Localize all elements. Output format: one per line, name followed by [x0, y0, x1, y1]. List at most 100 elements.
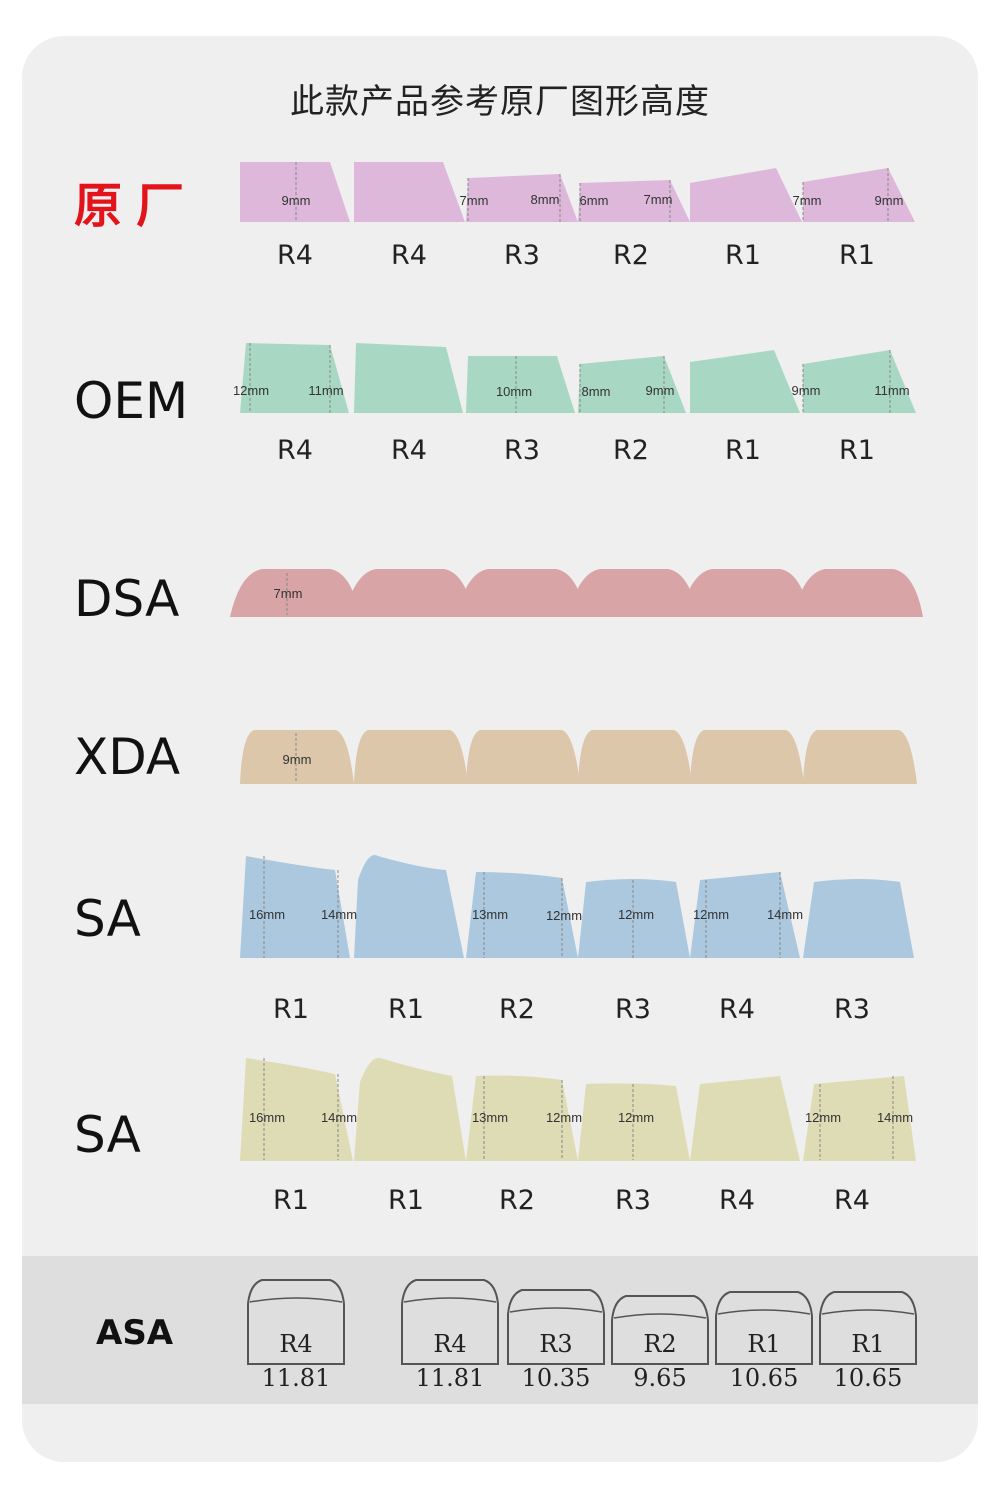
original-row-key-label: R3	[504, 240, 540, 271]
keycap	[578, 356, 686, 413]
profile-label-oem: OEM	[74, 372, 189, 430]
keycap	[466, 174, 578, 222]
oem-row-key-label: R1	[839, 435, 875, 466]
asa-height-value: 9.65	[633, 1364, 687, 1392]
keycap-outline	[715, 1291, 813, 1365]
original-row-key-label: R1	[725, 240, 761, 271]
keycap	[690, 350, 800, 413]
keycap-top-edge	[821, 1309, 915, 1315]
oem-row-key-label: R2	[613, 435, 649, 466]
keycap	[354, 855, 464, 958]
keycap	[803, 1076, 916, 1161]
keycap	[344, 569, 474, 617]
asa-key-label: R4	[279, 1330, 313, 1358]
oem-row-key-label: R4	[391, 435, 427, 466]
keycap	[690, 872, 800, 958]
keycap	[578, 180, 690, 222]
keycap	[578, 879, 690, 958]
keycap	[803, 168, 915, 222]
measure-text: 8mm	[531, 192, 560, 207]
sa-row-key-label: R1	[273, 994, 309, 1025]
keycap	[240, 1058, 353, 1161]
keycap-top-edge	[249, 1297, 343, 1303]
asa-height-value: 10.65	[833, 1364, 903, 1392]
asa-height-value: 11.81	[415, 1364, 485, 1392]
sa2-row-key-label: R2	[499, 1185, 535, 1216]
sa2-row-key-label: R4	[834, 1185, 870, 1216]
profile-label-original: 原厂	[74, 178, 199, 234]
keycap-outline	[401, 1279, 499, 1365]
measure-text: 8mm	[582, 384, 611, 399]
measure-text: 9mm	[282, 193, 311, 208]
sa2-row-key-label: R3	[615, 1185, 651, 1216]
asa-key-label: R1	[747, 1330, 781, 1358]
measure-text: 14mm	[321, 907, 357, 922]
keycap-top-edge	[403, 1297, 497, 1303]
oem-row-key-label: R1	[725, 435, 761, 466]
measure-text: 7mm	[274, 586, 303, 601]
measure-text: 9mm	[875, 193, 904, 208]
measure-text: 9mm	[646, 383, 675, 398]
asa-height-value: 10.65	[729, 1364, 799, 1392]
keycap	[466, 730, 580, 784]
oem-row-key-label: R3	[504, 435, 540, 466]
original-row-key-label: R2	[613, 240, 649, 271]
keycap	[240, 343, 349, 413]
measure-text: 9mm	[283, 752, 312, 767]
keycap-top-edge	[509, 1307, 603, 1313]
oem-row-key-label: R4	[277, 435, 313, 466]
keycap	[793, 569, 923, 617]
measure-text: 6mm	[580, 193, 609, 208]
keycap	[803, 879, 914, 958]
keycap	[466, 872, 578, 958]
keycap	[240, 856, 350, 958]
keycap-top-edge	[613, 1313, 707, 1319]
measure-text: 13mm	[472, 907, 508, 922]
sa-row-key-label: R1	[388, 994, 424, 1025]
keycap	[568, 569, 698, 617]
keycap	[354, 730, 468, 784]
keycap	[690, 168, 802, 222]
sa-row-key-label: R3	[834, 994, 870, 1025]
original-row-key-label: R1	[839, 240, 875, 271]
keycap	[578, 730, 692, 784]
measure-text: 14mm	[321, 1110, 357, 1125]
keycap	[680, 569, 810, 617]
keycap-outline	[247, 1279, 345, 1365]
sa2-row-key-label: R1	[388, 1185, 424, 1216]
measure-text: 7mm	[793, 193, 822, 208]
asa-height-value: 11.81	[261, 1364, 331, 1392]
keycap	[354, 343, 463, 413]
asa-key-label: R2	[643, 1330, 677, 1358]
asa-band	[22, 1256, 978, 1404]
keycap	[354, 162, 465, 222]
original-row-key-label: R4	[391, 240, 427, 271]
asa-key-label: R3	[539, 1330, 573, 1358]
keycap	[578, 1083, 690, 1161]
measure-text: 9mm	[792, 383, 821, 398]
sa2-row-key-label: R1	[273, 1185, 309, 1216]
measure-text: 11mm	[874, 383, 909, 398]
measure-text: 12mm	[618, 1110, 654, 1125]
measure-text: 13mm	[472, 1110, 508, 1125]
keycap	[354, 1057, 466, 1161]
measure-text: 16mm	[249, 907, 285, 922]
measure-text: 12mm	[546, 908, 582, 923]
keycap	[240, 730, 354, 784]
keycap	[230, 569, 360, 617]
sa-row-key-label: R4	[719, 994, 755, 1025]
keycap-outline	[819, 1291, 917, 1365]
keycap	[690, 730, 804, 784]
original-row-key-label: R4	[277, 240, 313, 271]
measure-text: 12mm	[233, 383, 269, 398]
profile-label-sa-2: SA	[74, 1106, 141, 1164]
measure-text: 12mm	[546, 1110, 582, 1125]
measure-text: 14mm	[877, 1110, 913, 1125]
sa2-row-key-label: R4	[719, 1185, 755, 1216]
measure-text: 12mm	[805, 1110, 841, 1125]
measure-text: 16mm	[249, 1110, 285, 1125]
profile-label-xda: XDA	[74, 728, 181, 786]
measure-text: 14mm	[767, 907, 803, 922]
keycap	[803, 350, 916, 413]
